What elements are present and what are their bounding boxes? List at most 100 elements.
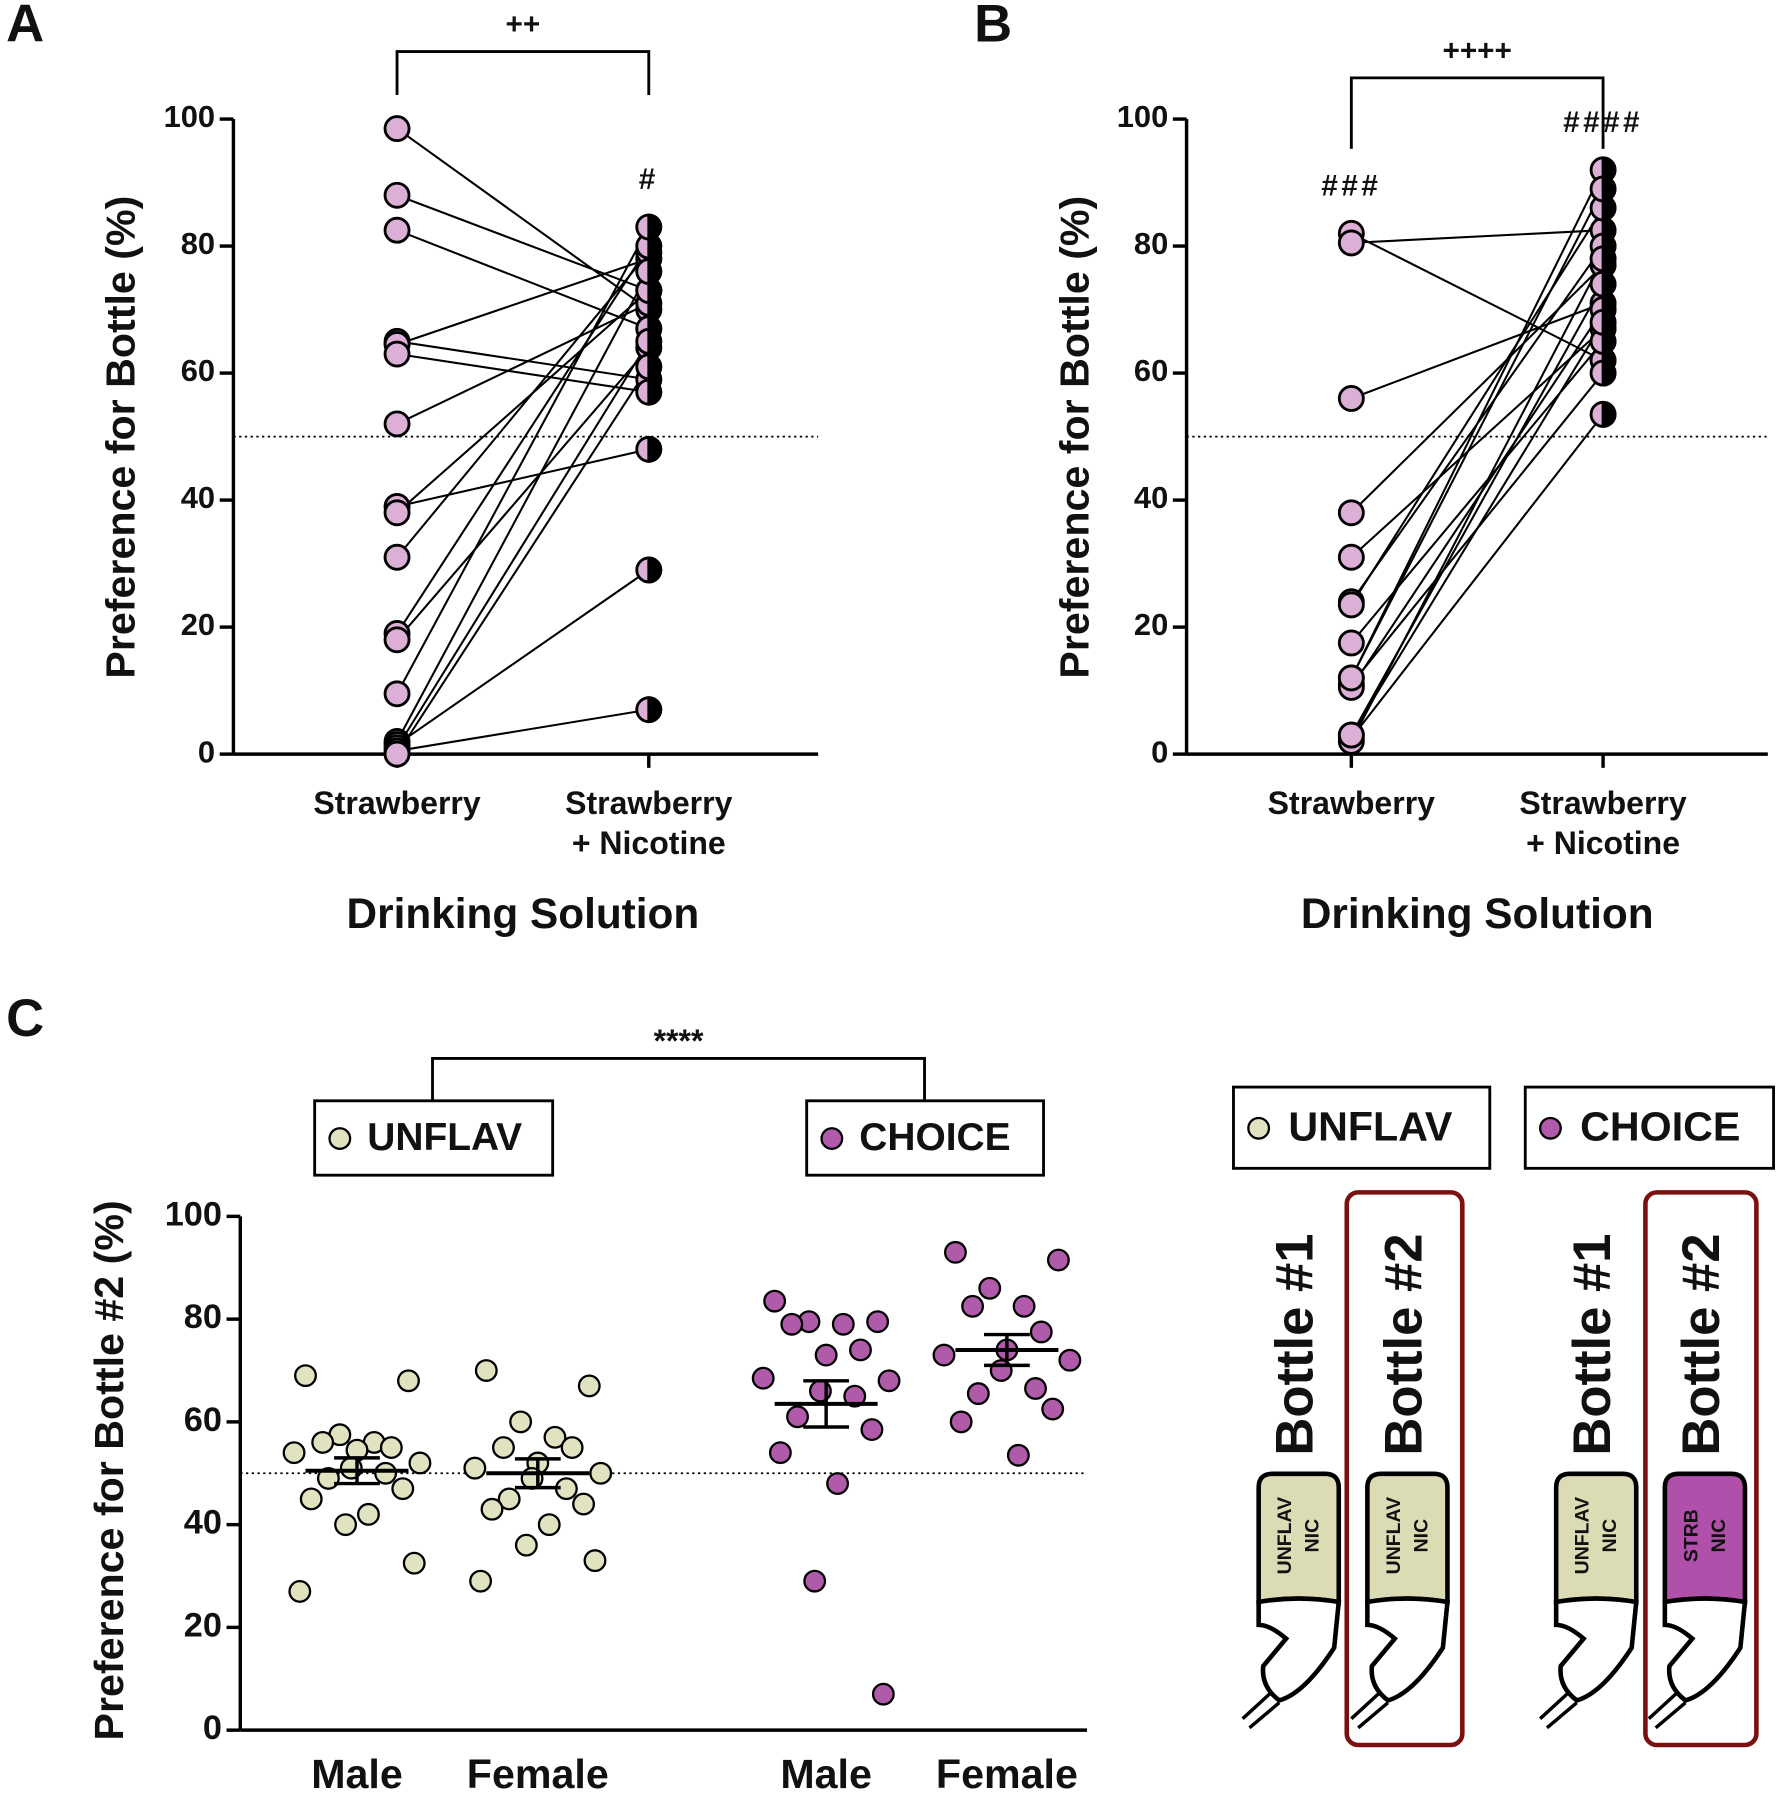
- data-point: [383, 340, 411, 368]
- y-tick-label: 40: [184, 1504, 222, 1542]
- data-point: [831, 1312, 855, 1336]
- bottle-tube: [1350, 1692, 1390, 1730]
- data-point-half: [1601, 400, 1617, 428]
- x-tick-label: Male: [311, 1751, 403, 1797]
- pair-line: [396, 289, 650, 514]
- y-axis-label: Preference for Bottle #2 (%): [86, 1200, 132, 1740]
- data-point: [357, 1502, 380, 1526]
- bracket-label: ++: [506, 8, 541, 41]
- annotation: #: [639, 163, 659, 196]
- x-tick-label: Strawberry: [1268, 785, 1435, 821]
- pair-line: [396, 347, 650, 641]
- data-point: [474, 1359, 498, 1382]
- panel-letter: C: [6, 989, 44, 1048]
- data-point: [866, 1310, 890, 1334]
- annotation: ####: [1563, 106, 1643, 139]
- pair-line: [396, 257, 650, 346]
- highlight-box: [1643, 1190, 1759, 1748]
- pair-line: [1350, 258, 1604, 742]
- x-tick-label: Strawberry: [1519, 785, 1686, 821]
- bottle-title: Bottle #1: [1563, 1233, 1622, 1455]
- bottle-cap: [1365, 1596, 1450, 1703]
- pair-line: [1351, 229, 1604, 244]
- data-point: [1337, 229, 1365, 257]
- bottle-body: [1553, 1471, 1639, 1605]
- data-point: [560, 1436, 584, 1460]
- pair-line: [396, 229, 650, 330]
- data-point: [1024, 1377, 1047, 1400]
- data-point: [282, 1441, 306, 1465]
- data-point: [961, 1294, 985, 1318]
- x-axis-label: Drinking Solution: [1301, 890, 1654, 937]
- data-point: [849, 1338, 872, 1362]
- bottle-label: STRB: [1680, 1509, 1702, 1562]
- data-point: [826, 1472, 850, 1495]
- data-point: [1041, 1397, 1065, 1421]
- bottle-cap: [1553, 1596, 1639, 1703]
- legend-marker: [820, 1127, 844, 1151]
- data-point: [514, 1533, 538, 1557]
- y-tick-label: 0: [203, 1709, 222, 1747]
- legend-label: UNFLAV: [367, 1116, 522, 1159]
- data-point: [316, 1466, 340, 1490]
- legend-box: [1523, 1085, 1775, 1170]
- pair-line: [396, 270, 650, 742]
- data-point-half: [1601, 359, 1617, 387]
- data-point-half: [647, 556, 663, 584]
- x-axis-label: Drinking Solution: [347, 890, 700, 937]
- error-bar: [984, 1332, 1030, 1368]
- data-point: [543, 1425, 567, 1449]
- bottle-label: NIC: [1410, 1519, 1432, 1552]
- bottle-tube: [1241, 1692, 1281, 1730]
- data-point-half: [1601, 270, 1617, 298]
- data-point-half: [647, 353, 663, 381]
- data-point: [814, 1343, 838, 1367]
- data-point: [537, 1513, 561, 1537]
- data-point: [589, 1461, 613, 1485]
- data-point: [397, 1369, 420, 1393]
- data-point: [383, 181, 411, 209]
- data-point: [408, 1451, 432, 1475]
- data-point: [383, 626, 411, 654]
- highlight-box: [1344, 1190, 1465, 1748]
- bottle-label: UNFLAV: [1383, 1497, 1405, 1574]
- y-tick-label: 60: [1134, 353, 1168, 388]
- pair-line: [396, 569, 650, 746]
- data-point: [1012, 1294, 1036, 1318]
- x-tick-label: + Nicotine: [1526, 825, 1680, 861]
- panel-letter: B: [974, 0, 1012, 53]
- bottle-title: Bottle #2: [1374, 1233, 1433, 1455]
- bottle-title: Bottle #2: [1672, 1233, 1731, 1455]
- legend-box: [1232, 1085, 1492, 1170]
- bottle-label: UNFLAV: [1572, 1497, 1594, 1574]
- legend-box: [805, 1099, 1045, 1177]
- x-tick-label: Male: [780, 1751, 872, 1797]
- pair-line: [1350, 340, 1604, 644]
- pair-line: [1350, 413, 1604, 739]
- data-point: [383, 543, 411, 571]
- y-tick-label: 20: [181, 607, 215, 642]
- bracket-label: ++++: [1442, 35, 1511, 68]
- legend-label: CHOICE: [1580, 1103, 1740, 1149]
- y-tick-label: 20: [1134, 607, 1168, 642]
- data-point: [374, 1461, 398, 1485]
- y-tick-label: 80: [181, 226, 215, 261]
- data-point: [751, 1366, 775, 1390]
- data-point: [379, 1436, 403, 1460]
- data-point: [1337, 629, 1365, 657]
- data-point: [509, 1410, 533, 1434]
- data-point: [1337, 385, 1365, 412]
- data-point: [497, 1487, 521, 1511]
- pair-line: [396, 708, 649, 752]
- data-point: [803, 1569, 827, 1593]
- data-point: [768, 1441, 792, 1465]
- data-point: [463, 1456, 487, 1480]
- data-point: [871, 1682, 895, 1706]
- bracket: [395, 50, 651, 96]
- legend-marker: [328, 1127, 352, 1151]
- data-point: [1337, 664, 1365, 692]
- bottle-cap: [1662, 1596, 1748, 1703]
- pair-line: [396, 448, 650, 508]
- data-point: [383, 216, 411, 244]
- bottle-title: Bottle #1: [1266, 1233, 1325, 1455]
